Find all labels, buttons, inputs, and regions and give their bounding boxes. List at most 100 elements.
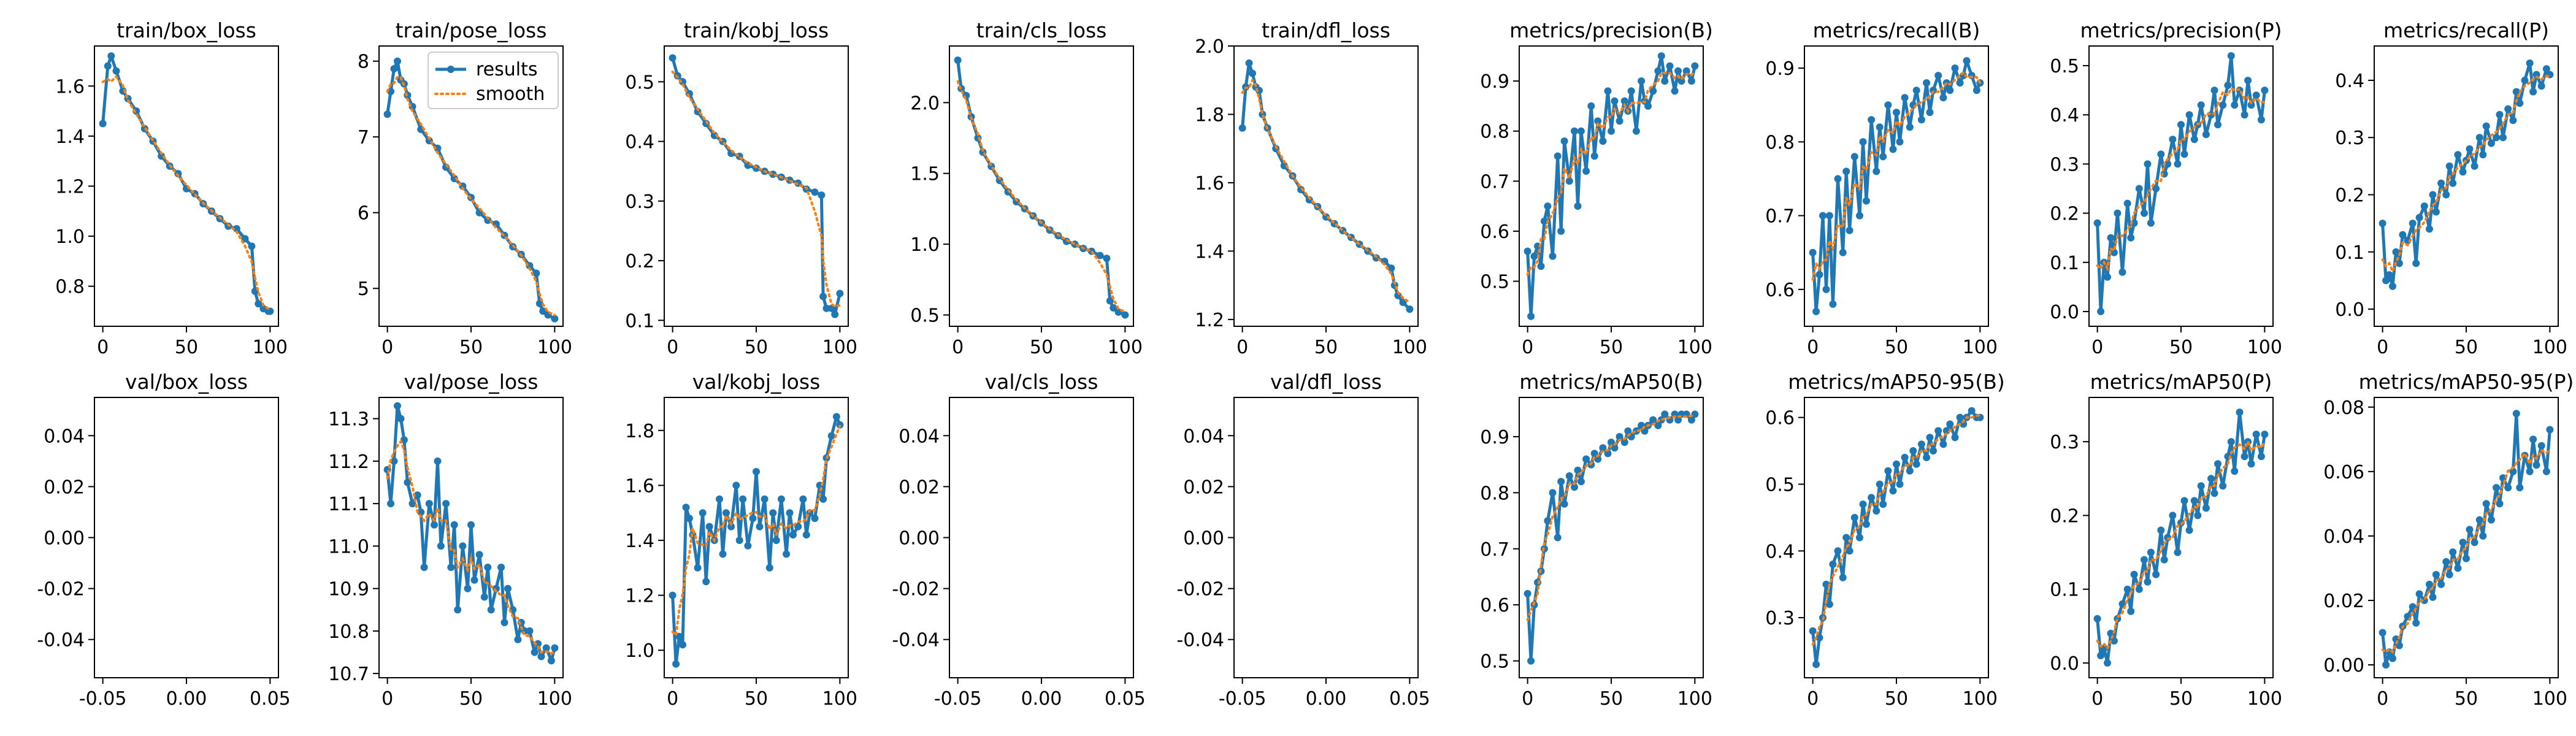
results-point (1960, 420, 1968, 428)
y-tick-label: 1.0 (55, 226, 85, 248)
results-point (2415, 213, 2423, 221)
results-point (685, 515, 693, 523)
legend-smooth-label: smooth (476, 83, 545, 105)
results-point (1013, 197, 1021, 205)
x-tick-label: 0 (1522, 688, 1533, 710)
results-point (542, 644, 550, 652)
panel-metrics-precision-p: metrics/precision(P) 0 50 100 0.0 0.1 0.2 0.3 0.… (2050, 18, 2282, 358)
results-point (1917, 116, 1925, 124)
y-tick-label: -0.04 (37, 630, 85, 651)
results-point (2207, 475, 2215, 483)
results-point (2449, 179, 2457, 187)
results-point (1812, 307, 1820, 315)
results-point (1846, 547, 1853, 555)
y-tick-label: -0.02 (1176, 579, 1224, 600)
results-line (2096, 410, 2266, 665)
results-point (1934, 72, 1942, 80)
results-point (761, 495, 769, 503)
results-point (2257, 453, 2265, 461)
results-point (1834, 547, 1842, 555)
panel-metrics-map50-b: metrics/mAP50(B) 0 50 100 0.5 0.6 0.7 0.8 0.9 (1480, 370, 1712, 710)
results-point (400, 436, 408, 444)
results-point (497, 564, 505, 571)
panel-title: metrics/recall(P) (2383, 18, 2549, 42)
results-point (2210, 86, 2218, 94)
results-point (2445, 162, 2453, 170)
results-point (2190, 497, 2198, 505)
results-point (447, 564, 455, 571)
results-point (480, 593, 488, 601)
results-point (1819, 212, 1827, 220)
results-point (1677, 77, 1685, 85)
results-point (2479, 151, 2487, 159)
x-tick-label: 50 (1885, 688, 1908, 710)
panel-metrics-map50-95-p: metrics/mAP50-95(P) 0 50 100 0.00 0.02 0.04 0.0… (2323, 370, 2574, 710)
results-point (1671, 87, 1679, 95)
results-point (526, 627, 534, 635)
x-tick-label: 0 (667, 337, 678, 358)
y-tick-label: 0.02 (2323, 591, 2364, 612)
results-point (1896, 480, 1904, 488)
results-point (705, 523, 713, 531)
results-point (1934, 427, 1942, 435)
results-line (956, 59, 1126, 316)
results-point (1590, 152, 1598, 160)
results-point (1554, 534, 1562, 542)
results-point (744, 542, 752, 550)
results-point (2379, 629, 2386, 637)
panel-title: metrics/recall(B) (1813, 18, 1980, 42)
results-point (722, 509, 730, 517)
results-point (2392, 248, 2400, 256)
results-point (2130, 570, 2138, 578)
results-point (2097, 651, 2105, 659)
results-point (1387, 264, 1395, 272)
results-point (1862, 520, 1870, 528)
results-point (1654, 421, 1662, 429)
results-point (2429, 191, 2437, 199)
legend-box (427, 52, 559, 109)
results-point (2454, 564, 2462, 572)
results-point (2537, 82, 2545, 90)
y-tick-label: -0.04 (1176, 630, 1224, 651)
results-point (1906, 123, 1914, 131)
results-point (1839, 573, 1847, 581)
results-point (2185, 111, 2193, 119)
results-point (1661, 77, 1669, 85)
x-tick-label: 100 (537, 688, 572, 710)
results-point (394, 402, 401, 410)
results-point (2123, 199, 2131, 207)
results-point (1856, 534, 1863, 542)
results-point (2210, 489, 2218, 497)
y-tick-label: 10.8 (328, 621, 369, 643)
results-point (732, 481, 740, 489)
x-tick-label: 100 (1108, 337, 1143, 358)
results-point (1537, 263, 1545, 270)
results-point (2202, 504, 2210, 512)
smooth-line (671, 424, 841, 638)
results-point (819, 495, 827, 503)
results-point (1923, 79, 1931, 87)
results-point (1901, 453, 1909, 461)
y-tick-label: 0.04 (44, 426, 85, 447)
x-tick-label: 0 (381, 688, 393, 710)
results-point (1565, 472, 1573, 480)
results-point (2169, 136, 2177, 144)
x-tick-label: 50 (2169, 688, 2193, 710)
results-point (1809, 627, 1817, 635)
panel-title: train/pose_loss (396, 18, 547, 42)
results-point (1616, 433, 1623, 440)
results-point (1691, 410, 1699, 418)
y-tick-label: 0.3 (2050, 154, 2079, 175)
results-point (2190, 136, 2198, 144)
results-point (2432, 570, 2440, 578)
results-point (1856, 212, 1863, 220)
results-point (672, 660, 680, 668)
x-tick-label: 0 (952, 337, 964, 358)
results-point (2475, 516, 2483, 524)
results-point (1912, 460, 1920, 468)
y-tick-label: 11.1 (328, 494, 369, 515)
results-point (387, 500, 395, 508)
results-point (1939, 440, 1947, 448)
panel-train-kobj-loss: train/kobj_loss 0 50 100 0.1 0.2 0.3 0.4 0.5 (625, 18, 857, 358)
results-point (822, 304, 830, 312)
